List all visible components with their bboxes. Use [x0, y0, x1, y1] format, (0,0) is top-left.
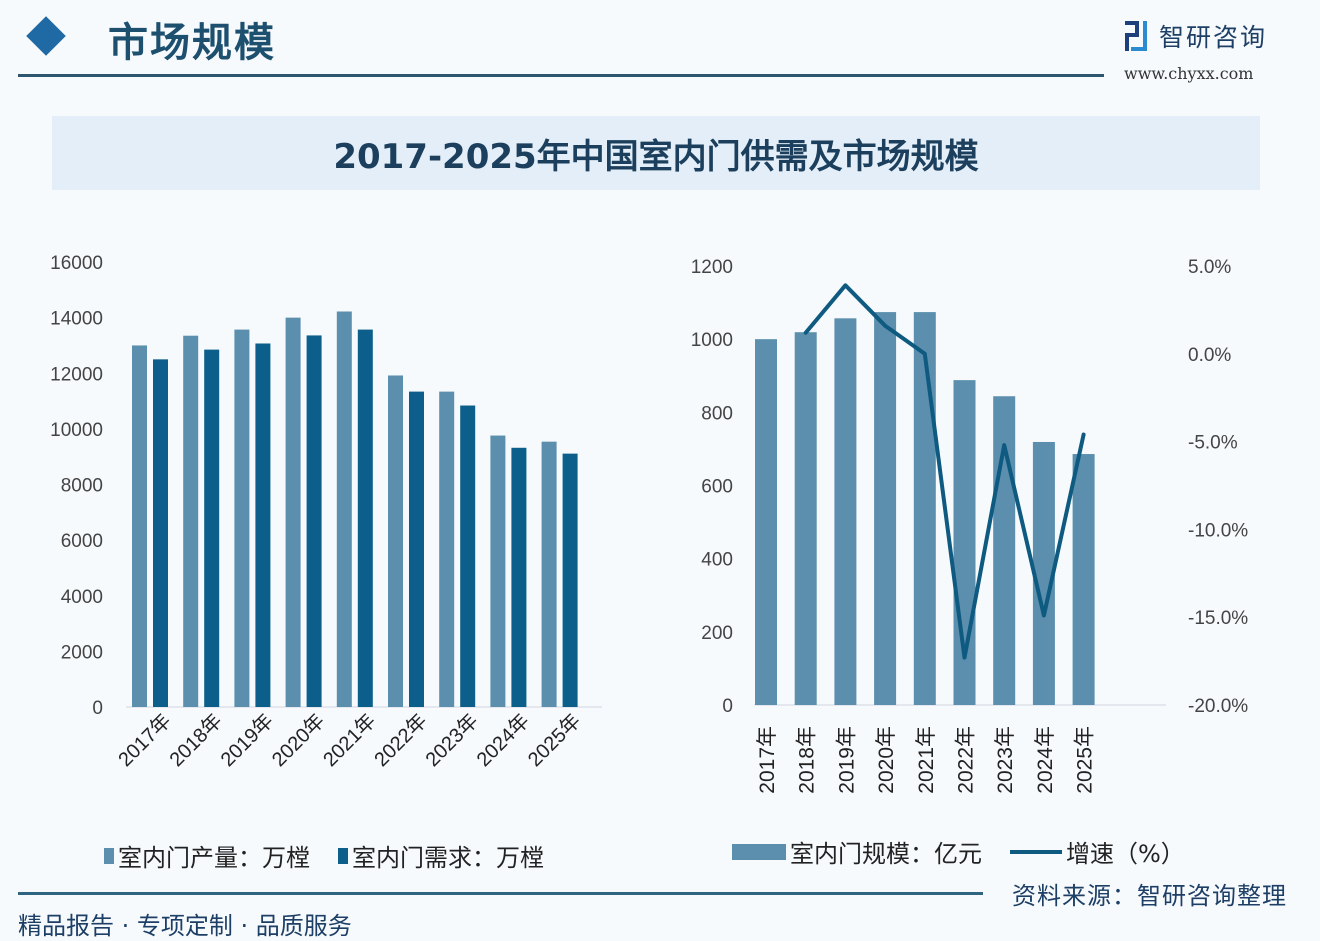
secondary-y-tick-label: 5.0% — [1188, 257, 1231, 278]
right-x-tick-label: 2019年 — [835, 726, 858, 794]
demand-bar — [204, 350, 219, 707]
legend-label-growth: 增速（%） — [1066, 834, 1185, 869]
market-size-bar — [795, 332, 817, 705]
market-size-bar — [914, 312, 936, 705]
market-size-bar — [755, 339, 777, 705]
production-bar — [388, 375, 403, 707]
left-y-tick-label: 12000 — [50, 364, 103, 385]
market-size-bar — [834, 318, 856, 705]
source-note: 资料来源：智研咨询整理 — [1012, 876, 1287, 911]
market-size-bar — [993, 396, 1015, 705]
production-bar — [286, 318, 301, 707]
right-y-tick-label: 800 — [701, 403, 733, 424]
right-x-tick-label: 2025年 — [1074, 726, 1097, 794]
right-x-tick-label: 2017年 — [756, 726, 779, 794]
demand-bar — [563, 454, 578, 707]
demand-bar — [409, 392, 424, 707]
production-bar — [337, 312, 352, 707]
market-size-bar — [1073, 454, 1095, 705]
demand-bar — [307, 335, 322, 707]
production-bar — [439, 392, 454, 707]
demand-bar — [358, 330, 373, 707]
production-bar — [183, 336, 198, 707]
legend-label-market: 室内门规模：亿元 — [790, 834, 982, 869]
demand-bar — [255, 343, 270, 707]
production-bar — [132, 345, 147, 707]
production-bar — [234, 330, 249, 707]
secondary-y-tick-label: -5.0% — [1188, 433, 1238, 454]
left-x-tick-label: 2019年 — [216, 709, 278, 771]
left-x-tick-label: 2018年 — [165, 709, 227, 771]
legend-swatch-market — [732, 844, 786, 860]
right-y-tick-label: 600 — [701, 477, 733, 498]
right-y-tick-label: 0 — [722, 696, 733, 717]
right-legend: 室内门规模：亿元 增速（%） — [732, 834, 1185, 869]
right-y-tick-label: 200 — [701, 623, 733, 644]
demand-bar — [153, 359, 168, 707]
legend-swatch-production — [104, 848, 114, 864]
left-x-tick-label: 2022年 — [370, 709, 432, 771]
right-x-tick-label: 2018年 — [796, 726, 819, 794]
left-x-tick-label: 2017年 — [114, 709, 176, 771]
right-x-tick-label: 2022年 — [955, 726, 978, 794]
left-y-tick-label: 10000 — [50, 420, 103, 441]
left-legend: 室内门产量：万樘 室内门需求：万樘 — [104, 838, 544, 873]
legend-swatch-demand — [338, 848, 348, 864]
legend-label-demand: 室内门需求：万樘 — [352, 838, 544, 873]
secondary-y-tick-label: 0.0% — [1188, 345, 1231, 366]
right-x-tick-label: 2024年 — [1034, 726, 1057, 794]
footer-slogan: 精品报告 · 专项定制 · 品质服务 — [18, 906, 352, 941]
right-x-tick-label: 2020年 — [875, 726, 898, 794]
right-y-tick-label: 1000 — [691, 330, 733, 351]
left-x-tick-label: 2025年 — [523, 709, 585, 771]
left-y-tick-label: 0 — [92, 698, 103, 719]
left-y-tick-label: 4000 — [61, 587, 103, 608]
secondary-y-tick-label: -15.0% — [1188, 608, 1248, 629]
demand-bar — [460, 406, 475, 707]
left-y-tick-label: 6000 — [61, 531, 103, 552]
left-x-tick-label: 2021年 — [318, 709, 380, 771]
left-x-tick-label: 2020年 — [267, 709, 329, 771]
left-y-tick-label: 8000 — [61, 476, 103, 497]
left-x-tick-label: 2023年 — [421, 709, 483, 771]
right-y-tick-label: 1200 — [691, 257, 733, 278]
right-y-tick-label: 400 — [701, 550, 733, 571]
left-y-tick-label: 2000 — [61, 642, 103, 663]
footer-divider — [18, 892, 983, 895]
secondary-y-tick-label: -20.0% — [1188, 696, 1248, 717]
left-y-tick-label: 16000 — [50, 253, 103, 274]
market-size-bar — [874, 312, 896, 705]
production-bar — [542, 442, 557, 707]
production-bar — [490, 436, 505, 707]
left-y-tick-label: 14000 — [50, 309, 103, 330]
right-x-tick-label: 2021年 — [915, 726, 938, 794]
secondary-y-tick-label: -10.0% — [1188, 520, 1248, 541]
right-x-tick-label: 2023年 — [994, 726, 1017, 794]
legend-swatch-growth — [1010, 850, 1062, 854]
demand-bar — [511, 448, 526, 707]
legend-label-production: 室内门产量：万樘 — [118, 838, 310, 873]
left-x-tick-label: 2024年 — [472, 709, 534, 771]
